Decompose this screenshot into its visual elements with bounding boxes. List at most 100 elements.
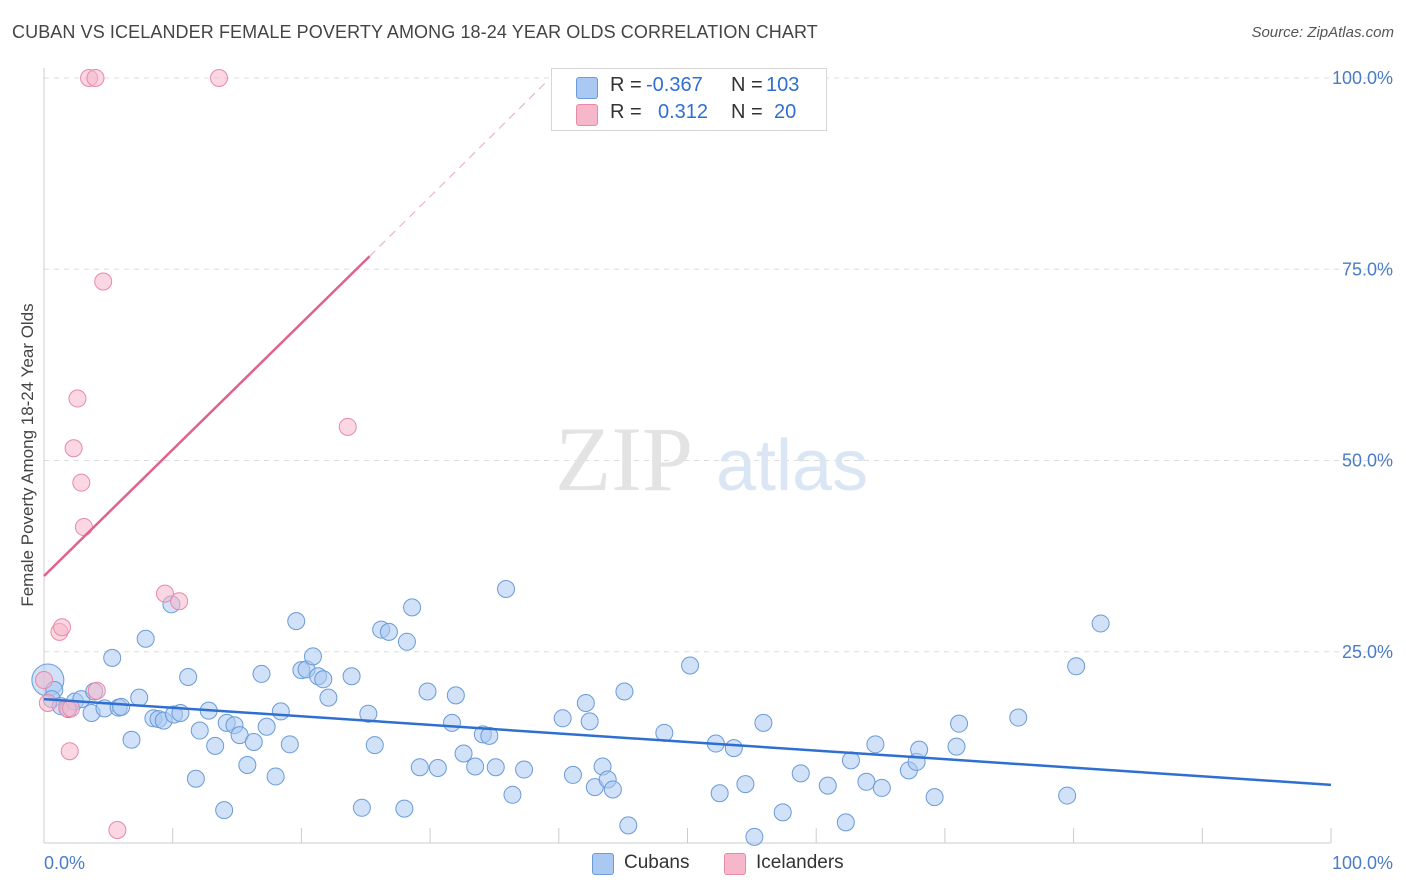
data-point-cuban: [950, 714, 969, 733]
data-point-cuban: [365, 736, 384, 755]
data-point-cuban: [1058, 786, 1077, 805]
data-point-cuban: [271, 702, 290, 721]
data-point-cuban: [724, 739, 743, 758]
legend-n-value: 103: [766, 74, 800, 96]
data-point-icelander: [35, 671, 53, 690]
data-point-cuban: [303, 647, 322, 666]
data-point-cuban: [190, 721, 209, 740]
data-point-cuban: [122, 730, 141, 749]
data-point-cuban: [103, 648, 122, 667]
data-point-cuban: [130, 688, 149, 707]
data-point-cuban: [736, 775, 755, 794]
data-point-cuban: [925, 788, 944, 807]
data-point-icelander: [86, 69, 105, 87]
data-point-icelander: [38, 694, 57, 713]
bottom-legend-label-icelanders: Icelanders: [756, 852, 844, 873]
data-point-cuban: [446, 686, 465, 705]
legend-r-value: 0.312: [658, 101, 709, 123]
data-point-cuban: [857, 772, 876, 791]
data-point-icelander: [53, 618, 72, 637]
data-point-cuban: [257, 717, 276, 736]
x-tick-labels: 0.0% 100.0%: [44, 853, 1393, 873]
data-point-cuban: [359, 704, 378, 723]
data-point-cuban: [287, 612, 306, 631]
data-point-cuban: [910, 740, 929, 759]
data-point-cuban: [379, 622, 398, 641]
data-point-cuban: [497, 580, 516, 599]
y-tick-label: 100.0%: [1332, 68, 1393, 88]
data-point-cuban: [791, 764, 810, 783]
data-point-cuban: [947, 737, 966, 756]
data-point-cuban: [215, 801, 234, 820]
source-label: Source: ZipAtlas.com: [1251, 24, 1394, 41]
data-point-cuban: [395, 799, 414, 818]
data-point-icelander: [108, 820, 127, 839]
series-cubans: [31, 580, 1110, 846]
y-tick-labels: 25.0% 50.0% 75.0% 100.0%: [1332, 68, 1393, 662]
data-point-cuban: [486, 758, 505, 777]
data-point-icelander: [170, 592, 189, 611]
trend-line-icelanders: [43, 255, 371, 577]
y-tick-label: 50.0%: [1342, 451, 1393, 471]
data-point-cuban: [710, 784, 729, 803]
data-point-cuban: [818, 776, 837, 795]
data-point-icelander: [94, 272, 113, 291]
data-point-cuban: [403, 598, 422, 617]
data-point-cuban: [1009, 708, 1028, 727]
legend-swatch-cubans: [576, 77, 598, 99]
data-point-icelander: [338, 417, 357, 436]
data-point-cuban: [1067, 657, 1086, 676]
data-point-icelander: [155, 584, 174, 603]
data-point-cuban: [503, 785, 522, 804]
data-point-cuban: [410, 758, 429, 777]
stats-legend: R = -0.367 N = 103 R = 0.312 N = 20: [551, 68, 827, 131]
data-point-cuban: [112, 697, 131, 716]
data-point-icelander: [87, 681, 106, 700]
data-point-cuban: [342, 667, 361, 686]
data-point-cuban: [655, 723, 674, 742]
data-point-cuban: [619, 816, 638, 835]
data-point-cuban: [466, 757, 485, 776]
data-point-cuban: [238, 755, 257, 774]
x-tick-label: 0.0%: [44, 853, 85, 873]
data-point-cuban: [681, 656, 700, 675]
y-tick-label: 25.0%: [1342, 642, 1393, 662]
legend-r-label: R =: [610, 74, 642, 96]
data-point-cuban: [836, 813, 855, 832]
trend-lines: [43, 80, 1332, 787]
data-point-cuban: [454, 744, 473, 763]
series-icelanders: [35, 69, 357, 839]
data-point-cuban: [515, 760, 534, 779]
trend-line-cubans: [43, 697, 1332, 787]
data-point-cuban: [428, 759, 447, 778]
data-point-icelander: [68, 389, 87, 408]
bottom-legend-label-cubans: Cubans: [624, 852, 690, 873]
data-point-cuban: [754, 713, 773, 732]
data-point-icelander: [74, 518, 93, 537]
legend-n-label: N =: [731, 101, 763, 123]
data-point-cuban: [206, 736, 225, 755]
data-point-cuban: [319, 688, 338, 707]
watermark: ZIP atlas: [555, 408, 868, 510]
data-point-cuban: [266, 767, 285, 786]
bottom-legend-swatch-icelanders: [724, 853, 746, 875]
data-point-cuban: [352, 798, 371, 817]
data-point-cuban: [580, 712, 599, 731]
data-point-cuban: [314, 670, 333, 689]
axes: [43, 68, 1332, 844]
grid-lines: [44, 77, 1392, 653]
data-point-cuban: [397, 632, 416, 651]
data-point-cuban: [280, 735, 299, 754]
data-point-cuban: [603, 780, 622, 799]
data-point-cuban: [186, 769, 205, 788]
data-point-cuban: [773, 803, 792, 822]
legend-n-label: N =: [731, 74, 763, 96]
watermark-atlas: atlas: [716, 426, 868, 506]
data-point-cuban: [418, 682, 437, 701]
data-point-icelander: [72, 473, 91, 492]
data-point-cuban: [615, 682, 634, 701]
data-point-cuban: [1091, 614, 1110, 633]
bottom-legend-swatch-cubans: [592, 853, 614, 875]
data-point-cuban: [872, 778, 891, 797]
